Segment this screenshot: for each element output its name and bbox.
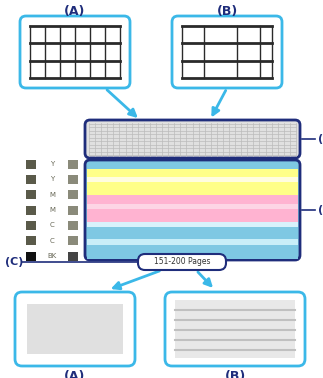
Text: (A): (A): [64, 5, 86, 18]
Text: (B): (B): [224, 370, 245, 378]
Bar: [26, 190, 36, 199]
Bar: [87, 222, 298, 227]
Bar: [87, 227, 298, 239]
Text: (C): (C): [5, 257, 23, 267]
FancyBboxPatch shape: [165, 292, 305, 366]
Bar: [26, 236, 36, 245]
Bar: [68, 221, 78, 230]
Bar: [68, 190, 78, 199]
Bar: [175, 300, 295, 358]
Bar: [68, 236, 78, 245]
Text: (A): (A): [64, 370, 86, 378]
Bar: [68, 251, 78, 260]
FancyBboxPatch shape: [85, 160, 300, 260]
Text: 151-200 Pages: 151-200 Pages: [154, 257, 210, 266]
Bar: [68, 160, 78, 169]
FancyBboxPatch shape: [172, 16, 282, 88]
Bar: [87, 245, 298, 259]
Bar: [26, 206, 36, 214]
Bar: [26, 221, 36, 230]
Bar: [68, 206, 78, 214]
Text: (2): (2): [318, 205, 323, 215]
Bar: [26, 251, 36, 260]
FancyBboxPatch shape: [85, 120, 300, 158]
Bar: [68, 175, 78, 184]
FancyBboxPatch shape: [20, 16, 130, 88]
Bar: [26, 175, 36, 184]
FancyBboxPatch shape: [138, 254, 226, 270]
Text: M: M: [49, 192, 55, 198]
Text: Y: Y: [50, 161, 54, 167]
Text: (B): (B): [216, 5, 238, 18]
Bar: [27, 304, 123, 354]
Text: C: C: [50, 238, 54, 244]
Text: M: M: [49, 207, 55, 213]
Text: BK: BK: [47, 253, 57, 259]
Bar: [87, 177, 298, 182]
Text: Y: Y: [50, 176, 54, 182]
FancyBboxPatch shape: [15, 292, 135, 366]
Bar: [87, 195, 298, 204]
Text: (1): (1): [318, 134, 323, 144]
Bar: [87, 204, 298, 209]
Text: C: C: [50, 222, 54, 228]
Bar: [87, 182, 298, 195]
Bar: [87, 239, 298, 245]
Bar: [87, 169, 298, 177]
Bar: [87, 209, 298, 222]
Bar: [26, 160, 36, 169]
